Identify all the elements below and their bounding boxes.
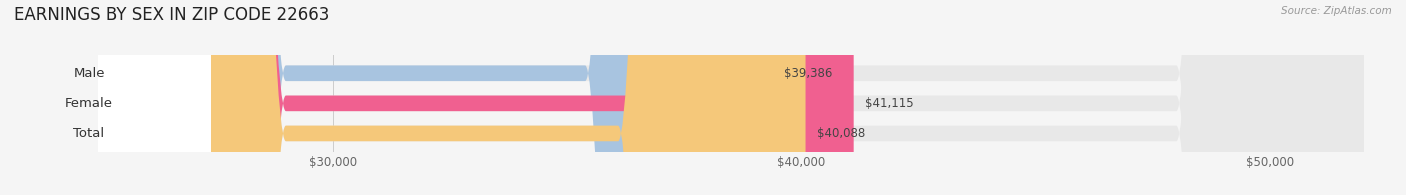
Text: Total: Total [73,127,104,140]
Text: $40,088: $40,088 [817,127,866,140]
FancyBboxPatch shape [98,0,1364,195]
FancyBboxPatch shape [0,0,211,195]
FancyBboxPatch shape [0,0,211,195]
Text: Source: ZipAtlas.com: Source: ZipAtlas.com [1281,6,1392,16]
FancyBboxPatch shape [98,0,1364,195]
Text: $39,386: $39,386 [785,67,832,80]
Text: Female: Female [65,97,112,110]
Text: $41,115: $41,115 [866,97,914,110]
Text: EARNINGS BY SEX IN ZIP CODE 22663: EARNINGS BY SEX IN ZIP CODE 22663 [14,6,329,24]
FancyBboxPatch shape [98,0,1364,195]
Text: Male: Male [73,67,105,80]
FancyBboxPatch shape [0,0,211,195]
FancyBboxPatch shape [98,0,773,195]
FancyBboxPatch shape [98,0,806,195]
FancyBboxPatch shape [98,0,853,195]
